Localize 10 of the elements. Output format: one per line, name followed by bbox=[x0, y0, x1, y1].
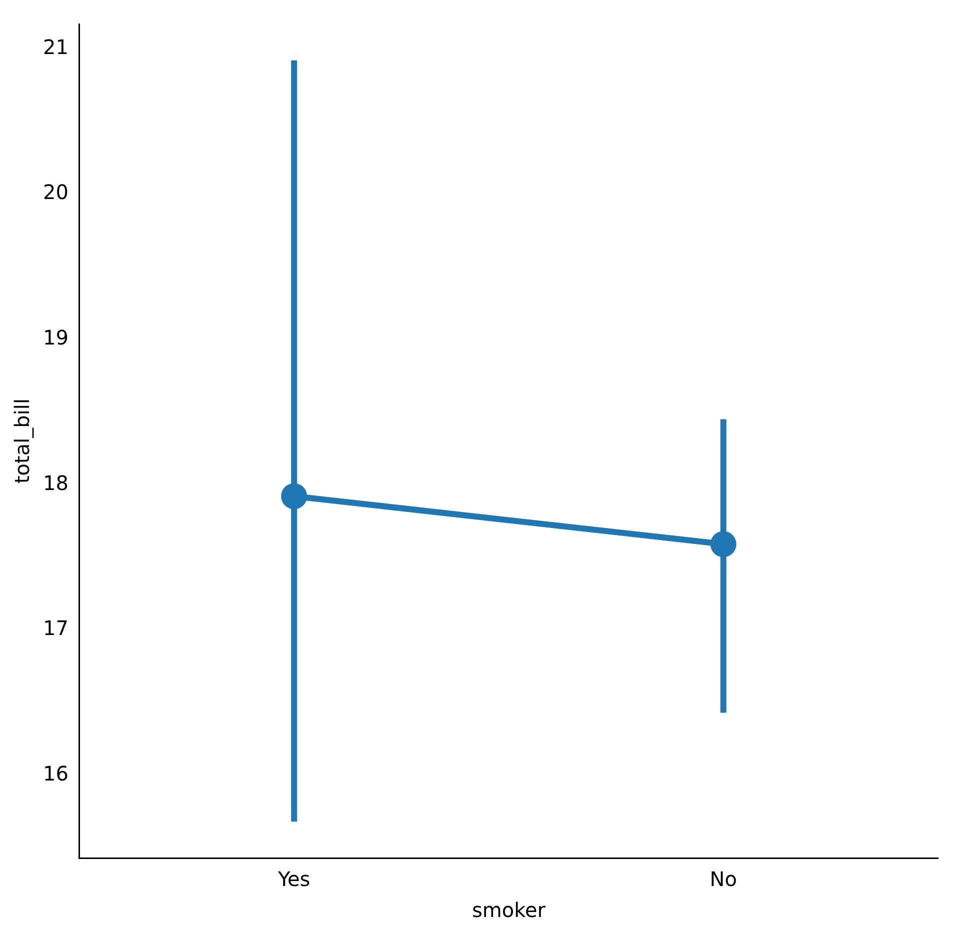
x-tick-label: Yes bbox=[276, 867, 310, 892]
y-tick-label: 18 bbox=[42, 470, 68, 495]
y-tick-label: 21 bbox=[42, 34, 68, 59]
x-axis-title: smoker bbox=[472, 898, 546, 922]
y-tick-label: 17 bbox=[42, 616, 68, 640]
y-tick-label: 19 bbox=[42, 325, 68, 350]
y-tick-label: 20 bbox=[42, 180, 68, 204]
y-tick-label: 16 bbox=[42, 761, 68, 786]
x-tick-label: No bbox=[710, 867, 737, 892]
y-axis-title: total_bill bbox=[10, 398, 34, 484]
